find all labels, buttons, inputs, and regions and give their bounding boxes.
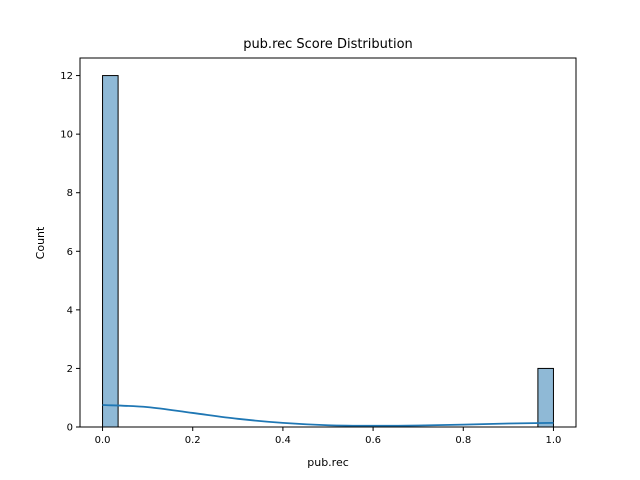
y-tick-label: 0 [67,423,73,434]
histogram-bar-0 [102,75,119,428]
kde-line [102,404,554,427]
y-axis-label: Count [34,226,47,259]
x-tick-label: 0.0 [95,435,111,446]
x-tick-label: 0.6 [365,435,381,446]
histogram-bar-1 [537,367,554,428]
plot-marks [102,75,554,428]
x-axis: 0.0 0.2 0.4 0.6 0.8 1.0 [95,427,562,446]
y-tick-label: 6 [67,247,73,258]
y-tick-label: 12 [60,71,73,82]
x-axis-label: pub.rec [307,456,349,469]
x-tick-label: 0.8 [455,435,471,446]
chart-title: pub.rec Score Distribution [243,37,413,52]
y-tick-label: 4 [67,305,73,316]
y-tick-label: 8 [67,188,73,199]
y-axis: 0 2 4 6 8 10 12 [60,71,80,434]
y-tick-label: 2 [67,364,73,375]
x-tick-label: 0.4 [275,435,291,446]
x-tick-label: 1.0 [546,435,562,446]
plot-frame [79,57,577,428]
x-tick-label: 0.2 [185,435,201,446]
y-tick-label: 10 [60,130,73,141]
